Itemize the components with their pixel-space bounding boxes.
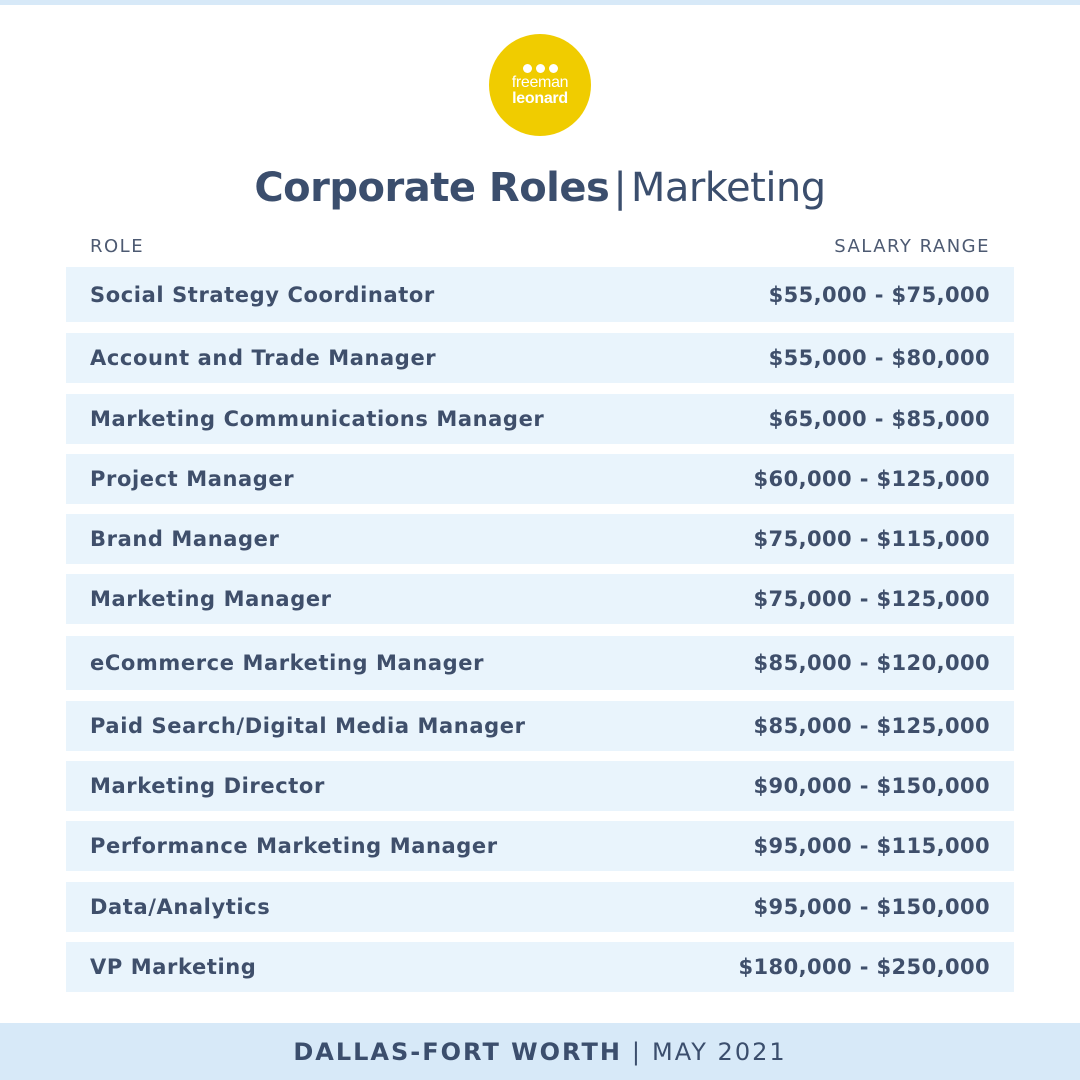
footer-date: MAY 2021 (652, 1037, 787, 1066)
column-header-role: ROLE (90, 236, 145, 257)
table-row: Paid Search/Digital Media Manager $85,000… (66, 701, 1014, 751)
role-name: Data/Analytics (90, 895, 271, 919)
role-name: Project Manager (90, 467, 295, 491)
role-name: Account and Trade Manager (90, 346, 437, 370)
salary-range: $90,000 - $150,000 (753, 774, 990, 798)
table-row: Performance Marketing Manager $95,000 - $… (66, 821, 1014, 871)
role-name: VP Marketing (90, 955, 257, 979)
role-name: Social Strategy Coordinator (90, 282, 435, 307)
role-name: Marketing Director (90, 774, 325, 798)
title-bold: Corporate Roles (254, 165, 610, 211)
table-row: Marketing Director $90,000 - $150,000 (66, 761, 1014, 811)
footer-band: DALLAS-FORT WORTH | MAY 2021 (0, 1023, 1080, 1080)
table-row: eCommerce Marketing Manager $85,000 - $12… (66, 636, 1014, 690)
salary-range: $85,000 - $120,000 (753, 651, 990, 675)
salary-range: $60,000 - $125,000 (753, 467, 990, 491)
table-row: Brand Manager $75,000 - $115,000 (66, 514, 1014, 564)
salary-range: $55,000 - $75,000 (768, 282, 990, 307)
salary-range: $85,000 - $125,000 (753, 714, 990, 738)
footer-city: DALLAS-FORT WORTH (293, 1037, 622, 1066)
logo-line-2: leonard (512, 89, 568, 107)
role-name: Marketing Manager (90, 587, 332, 611)
role-name: Performance Marketing Manager (90, 834, 498, 858)
top-band (0, 0, 1080, 5)
salary-range: $180,000 - $250,000 (738, 955, 990, 979)
salary-range: $75,000 - $115,000 (753, 527, 990, 551)
freeman-leonard-logo: freeman leonard (489, 34, 591, 136)
logo-line-1: freeman (511, 73, 569, 91)
table-row: Project Manager $60,000 - $125,000 (66, 454, 1014, 504)
salary-range: $95,000 - $150,000 (753, 895, 990, 919)
page-title: Corporate Roles | Marketing (0, 160, 1080, 216)
title-category: Marketing (630, 165, 826, 211)
salary-range: $95,000 - $115,000 (753, 834, 990, 858)
role-name: Brand Manager (90, 527, 280, 551)
title-separator: | (613, 165, 627, 211)
column-header-salary: SALARY RANGE (834, 236, 990, 257)
salary-range: $55,000 - $80,000 (768, 346, 990, 370)
table-row: VP Marketing $180,000 - $250,000 (66, 942, 1014, 992)
table-row: Marketing Manager $75,000 - $125,000 (66, 574, 1014, 624)
table-row: Social Strategy Coordinator $55,000 - $75… (66, 267, 1014, 322)
role-name: Paid Search/Digital Media Manager (90, 714, 526, 738)
salary-range: $65,000 - $85,000 (768, 407, 990, 431)
table-row: Marketing Communications Manager $65,000 … (66, 394, 1014, 444)
role-name: Marketing Communications Manager (90, 407, 545, 431)
table-row: Account and Trade Manager $55,000 - $80,0… (66, 333, 1014, 383)
salary-range: $75,000 - $125,000 (753, 587, 990, 611)
footer-separator: | (631, 1037, 642, 1066)
table-row: Data/Analytics $95,000 - $150,000 (66, 882, 1014, 932)
role-name: eCommerce Marketing Manager (90, 651, 485, 675)
logo-dots-icon (522, 63, 558, 73)
